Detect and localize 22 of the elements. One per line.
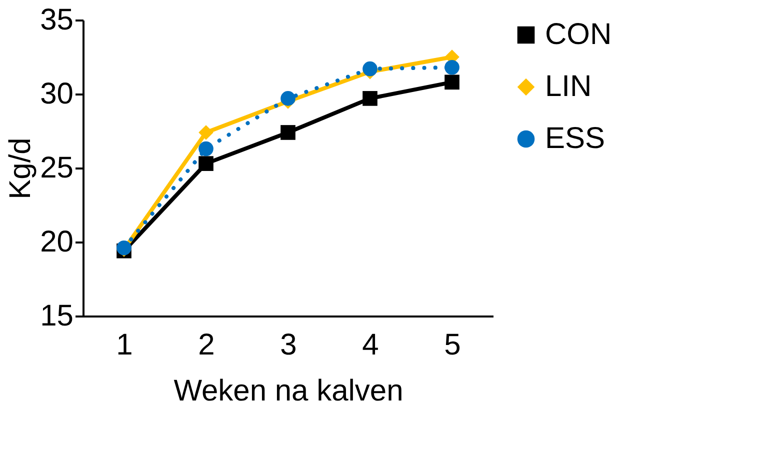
- point: [444, 74, 460, 90]
- point: [444, 60, 460, 75]
- point: [198, 125, 214, 140]
- point: [198, 156, 214, 171]
- point: [362, 91, 378, 106]
- x-tick-label: 4: [362, 328, 379, 362]
- legend-label: CON: [545, 18, 612, 51]
- y-tick-label: 35: [40, 4, 74, 36]
- y-axis-title: Kg/d: [4, 138, 38, 200]
- point: [280, 125, 296, 140]
- y-tick-label: 15: [40, 300, 74, 332]
- x-tick-label: 5: [444, 328, 461, 362]
- y-tick-label: 30: [40, 78, 74, 110]
- y-tick-label: 25: [40, 152, 74, 184]
- point: [198, 141, 214, 156]
- legend-label: ESS: [545, 122, 606, 155]
- x-tick-label: 3: [280, 328, 297, 362]
- y-tick-label: 20: [40, 226, 74, 258]
- legend-label: LIN: [545, 70, 592, 103]
- x-axis-title: Weken na kalven: [174, 374, 404, 408]
- x-tick-label: 2: [198, 328, 215, 362]
- x-tick-label: 1: [116, 328, 133, 362]
